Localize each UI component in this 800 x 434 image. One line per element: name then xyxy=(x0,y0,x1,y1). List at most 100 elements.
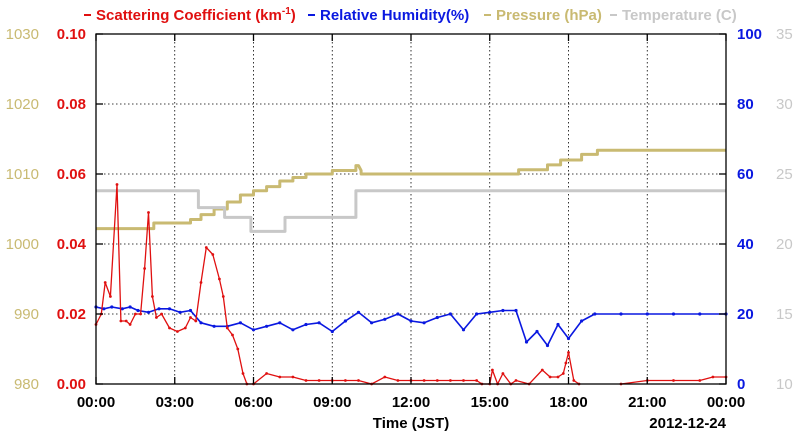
humidity-axis-tick-label: 20 xyxy=(737,306,754,323)
humidity-point xyxy=(110,305,114,309)
legend-close-paren: ) xyxy=(291,7,296,24)
scattering-point xyxy=(357,379,360,382)
scattering-point xyxy=(115,183,119,186)
date-label: 2012-12-24 xyxy=(649,415,726,432)
humidity-point xyxy=(396,312,400,316)
temperature-axis-tick-label: 15 xyxy=(776,306,793,323)
scattering-point xyxy=(211,253,215,256)
scattering-point xyxy=(422,379,426,382)
humidity-series xyxy=(94,305,728,348)
scattering-point xyxy=(225,326,229,330)
humidity-point xyxy=(524,340,529,344)
x-tick-label: 00:00 xyxy=(77,394,115,411)
humidity-point xyxy=(291,328,295,332)
humidity-point xyxy=(120,307,124,311)
temperature-axis-tick-label: 10 xyxy=(776,376,793,393)
humidity-axis-tick-label: 40 xyxy=(737,236,754,253)
scattering-point xyxy=(383,375,387,379)
scattering-point xyxy=(134,312,137,316)
scattering-point xyxy=(194,319,198,323)
scattering-point xyxy=(672,379,675,382)
humidity-point xyxy=(265,324,269,328)
humidity-point xyxy=(435,315,439,320)
scattering-point xyxy=(119,319,123,323)
humidity-point xyxy=(645,312,649,316)
scattering-point xyxy=(711,375,715,379)
scattering-point xyxy=(501,372,505,375)
humidity-point xyxy=(461,328,466,332)
scattering-axis-tick-label: 0.00 xyxy=(57,376,86,393)
x-axis-title: Time (JST) xyxy=(373,415,449,432)
x-tick-label: 21:00 xyxy=(628,394,666,411)
x-tick-label: 06:00 xyxy=(234,394,272,411)
scattering-point xyxy=(109,295,112,298)
scattering-series xyxy=(94,183,728,386)
chart-grid xyxy=(96,34,726,384)
scattering-point xyxy=(176,330,179,333)
humidity-point xyxy=(238,321,242,325)
scattering-point xyxy=(199,281,203,284)
humidity-point xyxy=(593,312,597,316)
temperature-axis-tick-label: 35 xyxy=(776,26,793,43)
scattering-point xyxy=(218,277,221,281)
chart-series-layer xyxy=(94,148,728,386)
scattering-axis-tick-label: 0.10 xyxy=(57,26,86,43)
temperature-axis-tick-label: 30 xyxy=(776,96,793,113)
x-tick-label: 00:00 xyxy=(707,394,745,411)
humidity-axis-tick-label: 80 xyxy=(737,96,754,113)
scattering-point xyxy=(241,372,245,375)
temperature-axis-tick-label: 25 xyxy=(776,166,793,183)
scattering-point xyxy=(564,361,568,365)
humidity-point xyxy=(157,307,161,311)
scattering-point xyxy=(147,211,150,214)
scattering-line xyxy=(95,183,580,385)
scattering-point xyxy=(462,379,465,382)
humidity-point xyxy=(212,324,216,328)
scattering-point xyxy=(698,379,702,382)
scattering-point xyxy=(449,379,452,382)
scattering-point xyxy=(236,347,240,351)
scattering-point xyxy=(160,312,164,316)
humidity-point xyxy=(199,321,203,325)
scattering-line xyxy=(620,376,726,385)
pressure-line xyxy=(96,148,726,231)
scattering-point xyxy=(475,379,478,382)
scattering-point xyxy=(103,281,107,284)
scattering-point xyxy=(396,379,400,382)
pressure-axis-tick-label: 1000 xyxy=(6,236,39,253)
pressure-axis-tick-label: 1030 xyxy=(6,26,39,43)
scattering-axis-tick-label: 0.02 xyxy=(57,306,86,323)
scattering-point xyxy=(317,379,321,382)
scattering-point xyxy=(548,375,552,379)
x-tick-label: 12:00 xyxy=(392,394,430,411)
legend-label: Scattering Coefficient (km-1) xyxy=(96,6,296,24)
humidity-point xyxy=(146,310,151,314)
humidity-axis-tick-label: 100 xyxy=(737,26,762,43)
scattering-point xyxy=(265,372,268,375)
legend-label: Temperature (C) xyxy=(622,7,737,24)
humidity-point xyxy=(556,322,560,327)
scattering-point xyxy=(278,375,282,379)
scattering-axis-tick-label: 0.04 xyxy=(57,236,87,253)
humidity-point xyxy=(102,307,106,311)
scattering-point xyxy=(128,323,132,326)
humidity-line xyxy=(95,306,726,347)
humidity-axis-tick-label: 0 xyxy=(737,376,745,393)
humidity-point xyxy=(448,312,452,316)
pressure-axis-tick-label: 980 xyxy=(14,376,39,393)
scattering-point xyxy=(304,379,308,382)
humidity-point xyxy=(422,321,426,325)
humidity-point xyxy=(383,317,387,321)
temperature-line xyxy=(96,189,726,233)
humidity-point xyxy=(330,329,334,334)
humidity-point xyxy=(698,312,702,316)
humidity-point xyxy=(278,321,282,325)
scattering-point xyxy=(124,319,128,323)
x-tick-label: 18:00 xyxy=(549,394,587,411)
humidity-point xyxy=(514,308,518,313)
chart-axis-labels: 00:00 03:00 06:00 09:00 12:00 15:00 18:00 21:00… xyxy=(6,26,793,432)
scattering-point xyxy=(139,312,143,316)
humidity-point xyxy=(343,319,347,323)
humidity-point xyxy=(136,308,140,313)
